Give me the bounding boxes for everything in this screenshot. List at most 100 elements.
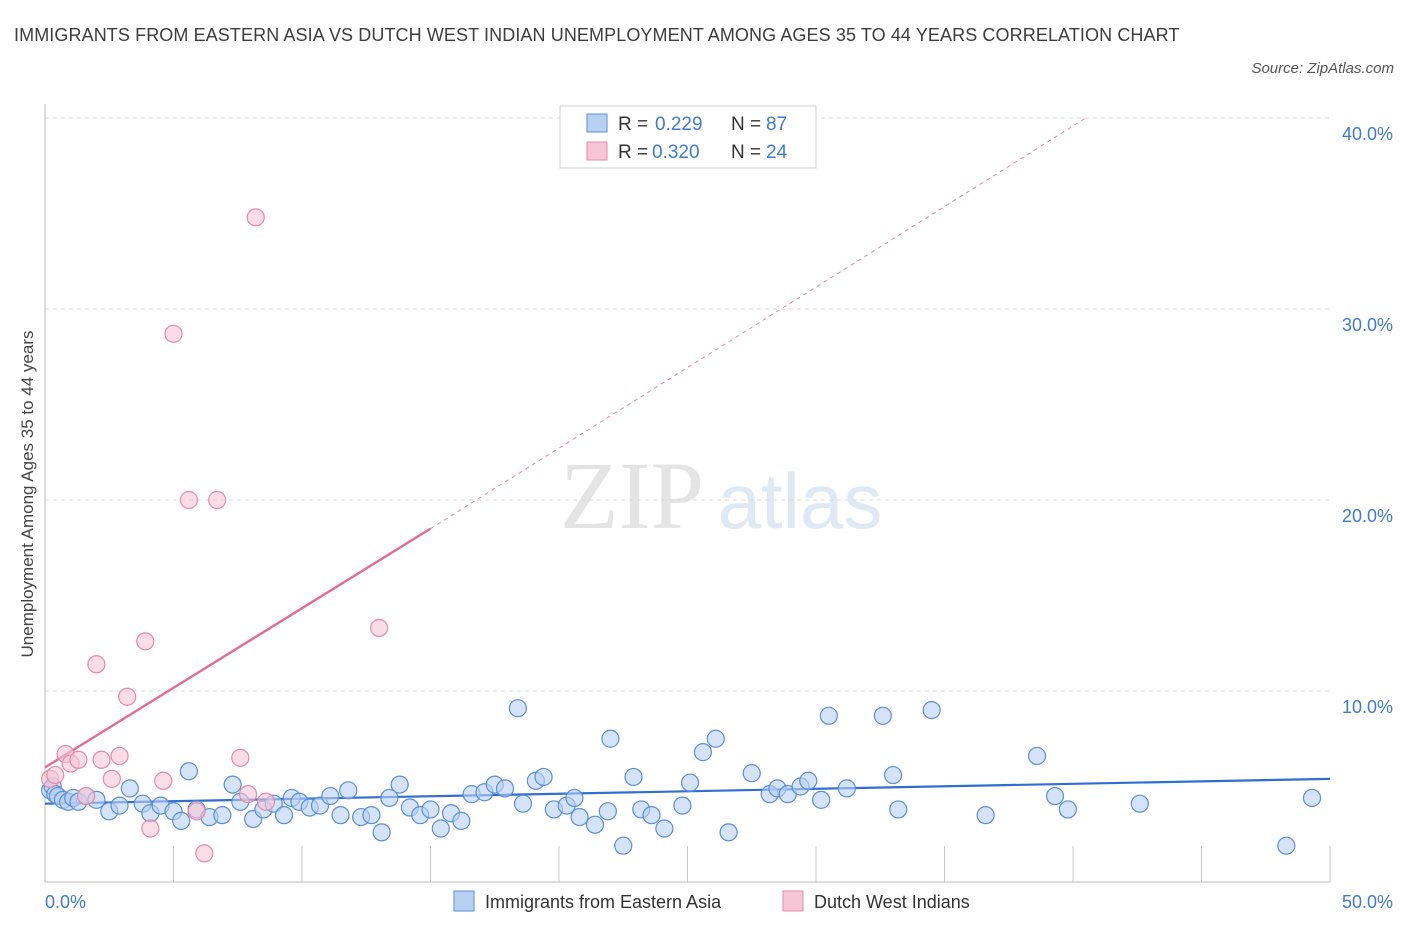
series-legend: Immigrants from Eastern Asia Dutch West … bbox=[453, 890, 970, 912]
legend-r-label-pink: R = bbox=[618, 142, 648, 163]
y-axis-title: Unemployment Among Ages 35 to 44 years bbox=[18, 331, 37, 658]
data-point-blue bbox=[976, 806, 995, 825]
data-point-pink bbox=[195, 844, 214, 863]
data-point-pink bbox=[231, 748, 250, 767]
data-point-pink bbox=[110, 746, 129, 766]
data-point-pink bbox=[46, 765, 65, 785]
watermark-zip: ZIP bbox=[560, 442, 704, 549]
data-point-blue bbox=[331, 806, 350, 825]
legend-swatch-blue bbox=[586, 113, 608, 133]
data-point-blue bbox=[223, 775, 242, 794]
data-point-blue bbox=[614, 836, 633, 855]
data-point-blue bbox=[452, 811, 471, 830]
data-point-blue bbox=[1045, 786, 1065, 806]
data-point-blue bbox=[120, 779, 139, 798]
data-point-pink bbox=[238, 785, 258, 804]
legend-n-value-blue: 87 bbox=[766, 114, 787, 135]
y-tick-label: 40.0% bbox=[1342, 124, 1393, 144]
data-point-blue bbox=[179, 762, 199, 781]
axes bbox=[44, 104, 1331, 883]
data-point-pink bbox=[164, 324, 183, 343]
chart-title: IMMIGRANTS FROM EASTERN ASIA VS DUTCH WE… bbox=[14, 25, 1180, 45]
trend-line-pink bbox=[44, 527, 432, 769]
data-point-blue bbox=[110, 796, 129, 815]
data-point-blue bbox=[565, 788, 584, 808]
data-point-pink bbox=[102, 769, 121, 788]
legend-swatch-pink bbox=[586, 141, 608, 161]
data-point-pink bbox=[136, 632, 155, 651]
legend-r-value-blue: 0.229 bbox=[655, 114, 703, 135]
data-point-pink bbox=[208, 490, 227, 510]
data-point-blue bbox=[922, 700, 941, 720]
data-point-blue bbox=[837, 779, 856, 798]
data-point-blue bbox=[380, 788, 399, 808]
data-point-pink bbox=[118, 687, 137, 706]
y-tick-label: 10.0% bbox=[1342, 697, 1393, 717]
data-point-blue bbox=[585, 815, 605, 834]
legend-n-label-pink: N = bbox=[731, 142, 761, 163]
data-point-pink bbox=[179, 490, 199, 510]
data-point-pink bbox=[370, 618, 389, 638]
data-point-blue bbox=[812, 790, 831, 809]
data-point-blue bbox=[601, 729, 620, 748]
y-tick-label: 30.0% bbox=[1342, 315, 1393, 335]
data-point-blue bbox=[1058, 800, 1077, 819]
series-legend-swatch-blue bbox=[453, 890, 475, 912]
data-point-blue bbox=[513, 794, 533, 813]
data-point-pink bbox=[77, 786, 96, 806]
data-point-blue bbox=[339, 781, 358, 800]
series-legend-swatch-pink bbox=[782, 890, 804, 912]
data-point-blue bbox=[742, 764, 761, 783]
data-point-blue bbox=[431, 819, 450, 838]
data-point-blue bbox=[673, 796, 692, 815]
data-point-blue bbox=[508, 699, 527, 718]
watermark-atlas: atlas bbox=[718, 457, 883, 545]
grid-lines bbox=[45, 117, 1330, 692]
data-point-blue bbox=[1027, 746, 1047, 766]
data-point-blue bbox=[883, 765, 903, 785]
data-point-blue bbox=[321, 786, 340, 806]
data-point-blue bbox=[819, 706, 838, 725]
data-point-pink bbox=[69, 750, 88, 769]
data-point-blue bbox=[495, 779, 515, 798]
data-point-blue bbox=[1277, 836, 1296, 855]
data-point-blue bbox=[534, 767, 553, 787]
x-tick-label-max: 50.0% bbox=[1342, 892, 1393, 912]
data-point-blue bbox=[680, 773, 700, 792]
legend-r-value-pink: 0.320 bbox=[652, 142, 700, 163]
data-point-blue bbox=[274, 806, 294, 825]
data-point-pink bbox=[92, 750, 111, 769]
series-legend-label-pink: Dutch West Indians bbox=[814, 892, 970, 912]
data-point-pink bbox=[187, 802, 206, 821]
data-point-blue bbox=[624, 767, 643, 787]
data-point-blue bbox=[1302, 788, 1322, 808]
data-point-blue bbox=[799, 771, 818, 790]
data-point-pink bbox=[154, 771, 173, 790]
y-tick-label: 20.0% bbox=[1342, 506, 1393, 526]
data-point-blue bbox=[642, 806, 661, 825]
data-point-blue bbox=[570, 807, 589, 827]
legend-n-label-blue: N = bbox=[731, 114, 761, 135]
legend-n-value-pink: 24 bbox=[766, 142, 788, 163]
x-tick-label-min: 0.0% bbox=[45, 892, 86, 912]
data-point-blue bbox=[372, 823, 391, 842]
data-point-blue bbox=[889, 800, 908, 819]
source-label: Source: ZipAtlas.com bbox=[1251, 60, 1394, 77]
data-point-pink bbox=[87, 655, 106, 674]
data-point-blue bbox=[873, 706, 892, 725]
trend-line-pink-extension bbox=[430, 117, 1087, 530]
data-point-blue bbox=[172, 811, 191, 830]
data-point-blue bbox=[213, 806, 232, 825]
data-point-pink bbox=[256, 792, 276, 811]
data-point-blue bbox=[421, 800, 440, 819]
tick-labels: 10.0% 20.0% 30.0% 40.0% 0.0% 50.0% bbox=[45, 124, 1393, 912]
data-point-pink bbox=[141, 819, 160, 838]
data-point-blue bbox=[706, 729, 725, 748]
data-point-blue bbox=[362, 806, 381, 825]
data-point-blue bbox=[598, 802, 617, 821]
data-point-pink bbox=[246, 208, 265, 227]
data-point-blue bbox=[1130, 794, 1149, 813]
data-point-blue bbox=[655, 819, 674, 838]
data-points bbox=[41, 208, 1322, 863]
